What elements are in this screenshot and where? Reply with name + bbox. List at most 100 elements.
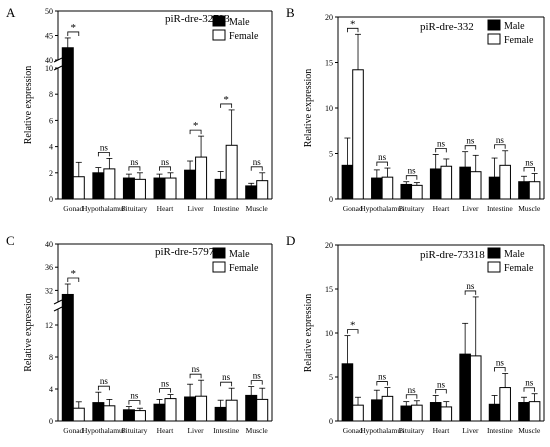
bar-male (214, 178, 227, 200)
axis-break-mark (53, 306, 63, 312)
significance-label: * (71, 268, 77, 280)
significance-bracket (220, 103, 233, 108)
significance-bracket (376, 381, 388, 386)
legend: Male Female (487, 19, 534, 46)
y-tick-label: 10 (45, 64, 53, 73)
legend: Male Female (487, 247, 534, 274)
bar-male (341, 164, 354, 200)
significance-label: * (71, 22, 77, 34)
y-axis-label: Relative expression (303, 69, 314, 148)
bar-male (488, 403, 501, 422)
chart-title: piR-dre-5797 (155, 246, 215, 258)
significance-label: ns (192, 364, 201, 374)
significance-label: ns (222, 372, 231, 382)
significance-bracket (405, 175, 418, 180)
x-tick-label: Heart (157, 204, 175, 213)
significance-label: ns (525, 158, 534, 168)
significance-label: ns (130, 391, 139, 401)
bar-male (429, 168, 442, 200)
bar-male (61, 293, 74, 422)
significance-bracket (347, 329, 359, 334)
significance-bracket (405, 394, 418, 399)
y-tick-label: 0 (49, 417, 53, 426)
significance-bracket (494, 144, 506, 149)
x-tick-label: Hypothalamus (360, 204, 404, 213)
bar-female (133, 178, 146, 200)
y-tick-label: 36 (45, 263, 53, 272)
x-tick-label: Liver (187, 426, 204, 435)
x-tick-label: Gonad (343, 204, 363, 213)
significance-bracket (159, 166, 171, 171)
significance-bracket (347, 27, 359, 33)
legend-swatch-female (212, 29, 226, 41)
bar-female (499, 387, 511, 422)
bar-male (122, 409, 135, 422)
bar-male (92, 402, 105, 422)
y-tick-label: 50 (45, 7, 53, 16)
bar-male (61, 47, 74, 200)
y-tick-label: 10 (325, 329, 333, 338)
x-tick-label: Muscle (518, 204, 541, 213)
bar-male (429, 402, 442, 422)
significance-bracket (464, 290, 477, 295)
significance-label: ns (161, 379, 170, 389)
legend-label: Male (504, 249, 525, 260)
significance-label: ns (496, 135, 505, 145)
legend-swatch-male (487, 247, 501, 259)
y-tick-label: 8 (49, 353, 53, 362)
significance-label: ns (253, 371, 262, 381)
chart-title: piR-dre-73318 (420, 249, 485, 261)
y-tick-label: 40 (45, 56, 53, 65)
legend-label: Male (504, 21, 525, 32)
significance-label: ns (466, 281, 475, 291)
x-tick-label: Pituitary (122, 426, 148, 435)
legend-label: Male (229, 17, 250, 28)
bar-female (469, 355, 482, 422)
bar-male (488, 176, 501, 200)
significance-bracket (435, 148, 447, 153)
bar-male (92, 172, 105, 200)
x-tick-label: Intestine (487, 204, 513, 213)
significance-bracket (67, 277, 80, 283)
significance-label: ns (253, 157, 262, 167)
legend-swatch-female (212, 261, 226, 273)
y-tick-label: 4 (49, 385, 53, 394)
significance-bracket (464, 145, 477, 150)
y-tick-label: 40 (45, 240, 53, 249)
panel-letter: D (286, 233, 295, 248)
bar-male (459, 166, 471, 200)
panel-letter: C (6, 233, 15, 248)
bar-female (256, 180, 269, 200)
x-tick-label: Hypothalamus (360, 426, 404, 435)
x-tick-label: Liver (187, 204, 204, 213)
bar-female (352, 404, 364, 422)
y-axis-label: Relative expression (23, 293, 34, 372)
y-tick-label: 4 (49, 143, 53, 152)
bar-female (164, 177, 177, 200)
legend-label: Female (229, 31, 259, 42)
bar-female (103, 168, 116, 200)
bar-female (440, 406, 453, 422)
y-tick-label: 15 (325, 59, 333, 68)
bar-male (245, 394, 258, 422)
bar-female (528, 181, 541, 200)
legend: Male Female (212, 15, 259, 42)
x-tick-label: Gonad (343, 426, 363, 435)
significance-bracket (523, 167, 535, 172)
significance-bracket (250, 380, 263, 385)
x-tick-label: Gonad (63, 426, 83, 435)
y-tick-label: 20 (325, 241, 333, 250)
x-tick-label: Pituitary (399, 204, 425, 213)
legend-label: Female (504, 263, 534, 274)
bar-female (164, 398, 177, 422)
y-tick-label: 0 (329, 195, 333, 204)
bar-female (103, 405, 116, 422)
significance-label: ns (100, 376, 109, 386)
x-tick-label: Gonad (63, 204, 83, 213)
bar-female (411, 184, 423, 200)
x-tick-label: Pituitary (399, 426, 425, 435)
bar-female (195, 395, 208, 422)
